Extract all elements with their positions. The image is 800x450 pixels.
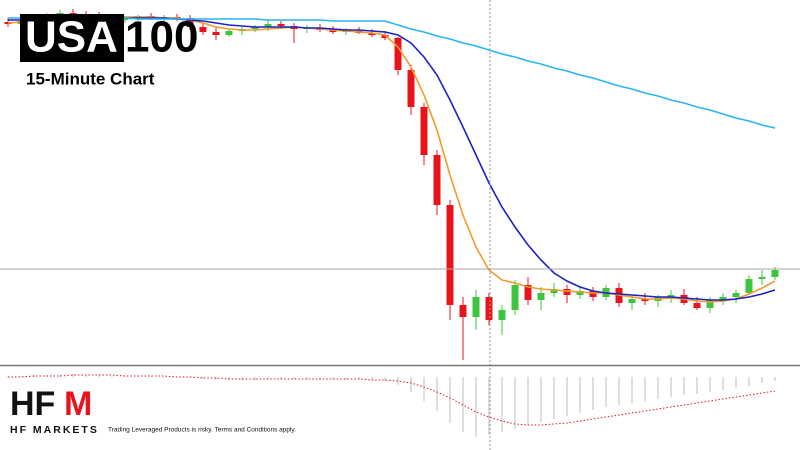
candle-body bbox=[381, 35, 389, 38]
symbol-boxed: USA bbox=[25, 13, 118, 62]
candle-body bbox=[550, 289, 558, 293]
candle-body bbox=[264, 24, 272, 27]
moving-average-line bbox=[7, 14, 776, 303]
candle-body bbox=[69, 13, 77, 14]
symbol-rest: 100 bbox=[125, 13, 198, 62]
candle-body bbox=[472, 297, 480, 317]
candle-body bbox=[771, 270, 779, 277]
candle-body bbox=[667, 295, 675, 297]
signal-line bbox=[8, 374, 776, 426]
candle-body bbox=[4, 22, 12, 24]
candle-body bbox=[576, 291, 584, 295]
candle-body bbox=[706, 300, 714, 308]
candle-body bbox=[758, 277, 766, 279]
candle-body bbox=[732, 293, 740, 297]
candle-body bbox=[212, 32, 220, 35]
candle-body bbox=[745, 279, 753, 293]
candle-body bbox=[251, 27, 259, 29]
candle-body bbox=[407, 70, 415, 107]
moving-average-line bbox=[8, 17, 776, 301]
candle-body bbox=[368, 33, 376, 35]
disclaimer: Trading Leveraged Products is risky. Ter… bbox=[108, 427, 296, 434]
candle-body bbox=[329, 30, 337, 32]
candle-body bbox=[277, 24, 285, 26]
candle-body bbox=[446, 205, 454, 305]
candle-body bbox=[199, 27, 207, 32]
candle-body bbox=[719, 297, 727, 300]
candle-body bbox=[498, 310, 506, 320]
moving-average-line bbox=[8, 17, 776, 129]
logo-mark: M bbox=[64, 385, 92, 423]
subtitle: 15-Minute Chart bbox=[26, 69, 155, 88]
candle-body bbox=[459, 305, 467, 317]
candle-body bbox=[537, 293, 545, 300]
logo-backdrop bbox=[0, 380, 110, 450]
candle-body bbox=[628, 299, 636, 303]
candle-body bbox=[186, 18, 194, 27]
candle-body bbox=[511, 285, 519, 310]
candle-body bbox=[589, 291, 597, 297]
candle-body bbox=[641, 299, 649, 301]
candle-body bbox=[225, 31, 233, 35]
candle-body bbox=[563, 289, 571, 295]
brand-name: HF MARKETS bbox=[10, 424, 99, 436]
candle-body bbox=[433, 155, 441, 205]
candle-body bbox=[420, 107, 428, 155]
logo-plain: HF bbox=[10, 385, 55, 423]
symbol-box bbox=[20, 14, 124, 62]
candle-body bbox=[394, 38, 402, 70]
candle-body bbox=[524, 285, 532, 300]
candle-body bbox=[693, 303, 701, 308]
candle-body bbox=[485, 297, 493, 320]
plot bbox=[4, 9, 779, 437]
candle-body bbox=[121, 18, 129, 20]
